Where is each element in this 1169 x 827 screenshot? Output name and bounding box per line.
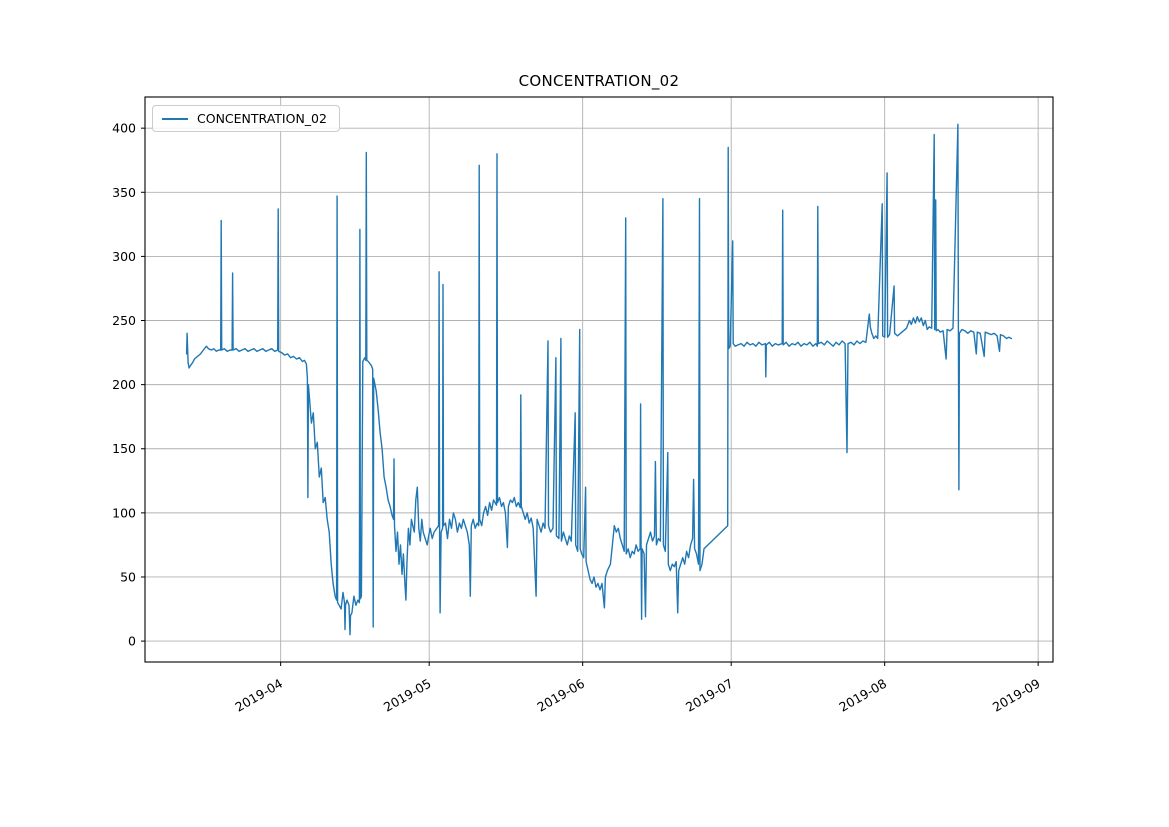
y-tick-label: 400	[112, 121, 136, 136]
x-tick-label: 2019-06	[534, 676, 587, 715]
y-tick-label: 100	[112, 505, 136, 520]
y-tick-label: 150	[112, 441, 136, 456]
data-line-concentration_02	[185, 123, 1013, 636]
y-tick-label: 250	[112, 313, 136, 328]
y-tick-label: 50	[120, 569, 136, 584]
x-tick-label: 2019-08	[836, 676, 889, 715]
y-tick-label: 0	[128, 634, 136, 649]
x-tick-label: 2019-05	[381, 676, 434, 715]
chart-title: CONCENTRATION_02	[518, 72, 680, 90]
legend-line-sample	[162, 117, 188, 120]
legend-label: CONCENTRATION_02	[197, 111, 327, 126]
x-tick-label: 2019-09	[990, 676, 1043, 715]
x-tick-label: 2019-07	[683, 676, 736, 715]
y-tick-label: 300	[112, 249, 136, 264]
x-tick-label: 2019-04	[232, 676, 285, 715]
legend: CONCENTRATION_02	[152, 105, 340, 132]
y-tick-label: 200	[112, 377, 136, 392]
plot-frame	[144, 96, 1054, 663]
y-tick-label: 350	[112, 185, 136, 200]
